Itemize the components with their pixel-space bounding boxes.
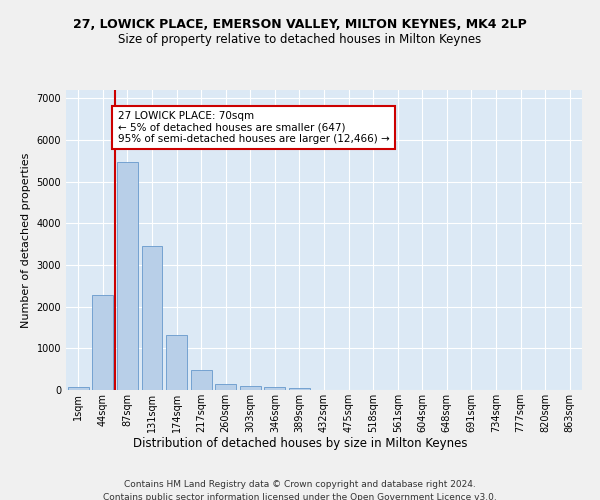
Text: 27, LOWICK PLACE, EMERSON VALLEY, MILTON KEYNES, MK4 2LP: 27, LOWICK PLACE, EMERSON VALLEY, MILTON…	[73, 18, 527, 30]
Text: Distribution of detached houses by size in Milton Keynes: Distribution of detached houses by size …	[133, 438, 467, 450]
Bar	[265, 387, 286, 390]
Text: Contains HM Land Registry data © Crown copyright and database right 2024.: Contains HM Land Registry data © Crown c…	[124, 480, 476, 489]
Y-axis label: Number of detached properties: Number of detached properties	[21, 152, 31, 328]
Bar	[92, 295, 113, 390]
Text: 27 LOWICK PLACE: 70sqm
← 5% of detached houses are smaller (647)
95% of semi-det: 27 LOWICK PLACE: 70sqm ← 5% of detached …	[118, 111, 389, 144]
Bar	[191, 370, 212, 390]
Bar	[215, 384, 236, 390]
Bar	[142, 246, 163, 390]
Text: Contains public sector information licensed under the Open Government Licence v3: Contains public sector information licen…	[103, 492, 497, 500]
Bar	[240, 386, 261, 390]
Bar	[289, 388, 310, 390]
Text: Size of property relative to detached houses in Milton Keynes: Size of property relative to detached ho…	[118, 32, 482, 46]
Bar	[117, 162, 138, 390]
Bar	[68, 386, 89, 390]
Bar	[166, 335, 187, 390]
